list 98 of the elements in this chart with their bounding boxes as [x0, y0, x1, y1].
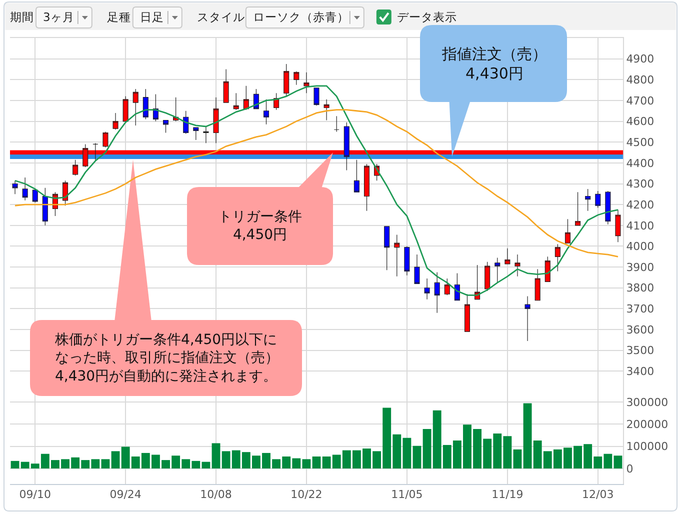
bar: [312, 456, 321, 468]
candlestick: [112, 112, 118, 130]
candlestick: [524, 296, 530, 342]
y-tick-label: 4000: [626, 240, 654, 254]
text: 期間: [10, 10, 34, 24]
candlestick: [122, 96, 128, 122]
candlestick: [504, 248, 510, 264]
text: 日足: [140, 10, 164, 24]
candlestick: [554, 244, 560, 272]
x-tick-label: 09/10: [19, 488, 51, 502]
bar: [101, 459, 110, 468]
bar: [111, 451, 120, 468]
annotation: 指値注文（売）4,430円: [441, 45, 547, 82]
x-tick-label: 10/22: [290, 488, 322, 502]
candlestick: [304, 72, 310, 94]
text: 3ヶ月: [43, 10, 74, 24]
x-tick-label: 11/05: [391, 488, 423, 502]
y-tick-label: 3800: [626, 282, 654, 295]
y-tick-label: 4200: [626, 198, 654, 212]
bar: [614, 456, 622, 468]
candlestick: [544, 256, 550, 282]
x-tick-label: 10/08: [200, 488, 232, 502]
candlestick: [575, 192, 581, 226]
candlestick: [384, 226, 390, 270]
x-tick-label: 09/24: [110, 488, 142, 502]
candlestick: [12, 180, 18, 194]
candlestick: [514, 254, 520, 277]
candlestick: [193, 127, 199, 140]
candlestick: [424, 278, 430, 300]
candlestick: [434, 272, 440, 314]
x-tick-label: 11/19: [492, 488, 524, 502]
y-tick-label: 4500: [626, 136, 654, 149]
candlestick: [564, 218, 570, 244]
candlestick: [605, 190, 611, 225]
candlestick: [494, 257, 500, 283]
y-tick-label: 3700: [626, 302, 654, 316]
x-tick-label: 12/03: [582, 488, 614, 502]
text: ローソク（赤青）: [253, 10, 349, 24]
y-tick-label: 4700: [626, 94, 654, 108]
candlestick: [233, 92, 239, 110]
candlestick: [213, 97, 219, 144]
candlestick: [354, 160, 360, 192]
line-series: [14, 109, 619, 258]
y-tick-label: 4100: [626, 219, 654, 232]
candlestick: [163, 120, 169, 134]
text: 足種: [107, 10, 131, 24]
y-tick-label: 3500: [626, 344, 654, 358]
y-tick-label: 0: [626, 462, 634, 476]
candlestick: [132, 88, 138, 126]
candlestick: [464, 294, 470, 332]
bar: [212, 443, 220, 468]
candlestick: [314, 88, 320, 106]
y-tick-label: 4600: [626, 115, 654, 128]
candlestick: [223, 68, 229, 103]
y-tick-label: 200000: [626, 418, 668, 431]
y-tick-label: 4300: [626, 178, 654, 191]
candlestick: [334, 116, 340, 132]
candlestick: [364, 164, 370, 212]
annotation: 株価がトリガー条件4,450円以下になった時、取引所に指値注文（売）4,430円が自動的に発注されます。: [54, 332, 279, 384]
candlestick: [92, 142, 98, 162]
text: データ表示: [397, 10, 457, 24]
bar: [513, 449, 522, 468]
candlestick: [263, 99, 270, 125]
candlestick: [414, 254, 420, 284]
line-series: [14, 85, 619, 296]
candlestick: [394, 234, 400, 277]
text: スタイル: [197, 10, 245, 24]
y-tick-label: 4400: [626, 156, 654, 170]
candlestick: [142, 88, 148, 120]
candlestick: [324, 99, 330, 121]
candlestick: [444, 278, 450, 296]
candlestick: [22, 177, 28, 201]
candlestick: [454, 273, 460, 301]
candlestick: [404, 246, 410, 276]
candlestick: [595, 190, 601, 208]
candlestick: [534, 268, 540, 301]
y-tick-label: 4900: [626, 52, 654, 66]
candlestick: [243, 86, 249, 110]
candlestick: [82, 144, 88, 168]
candlestick: [102, 131, 108, 148]
candlestick: [72, 160, 78, 176]
candlestick: [32, 188, 38, 203]
candlestick: [484, 262, 490, 292]
candlestick: [203, 126, 209, 144]
y-tick-label: 3400: [626, 365, 654, 378]
annotation: トリガー条件4,450円: [218, 209, 302, 244]
bar: [412, 446, 422, 468]
candlestick: [344, 122, 350, 171]
y-tick-label: 3900: [626, 260, 654, 274]
y-tick-label: 3600: [626, 323, 654, 336]
candlestick: [284, 64, 290, 97]
y-tick-label: 300000: [626, 396, 668, 409]
candlestick: [42, 188, 48, 226]
y-tick-label: 100000: [626, 440, 668, 454]
candlestick: [294, 71, 300, 86]
candlestick: [615, 209, 621, 242]
candlestick: [585, 188, 591, 212]
y-tick-label: 4800: [626, 74, 654, 86]
